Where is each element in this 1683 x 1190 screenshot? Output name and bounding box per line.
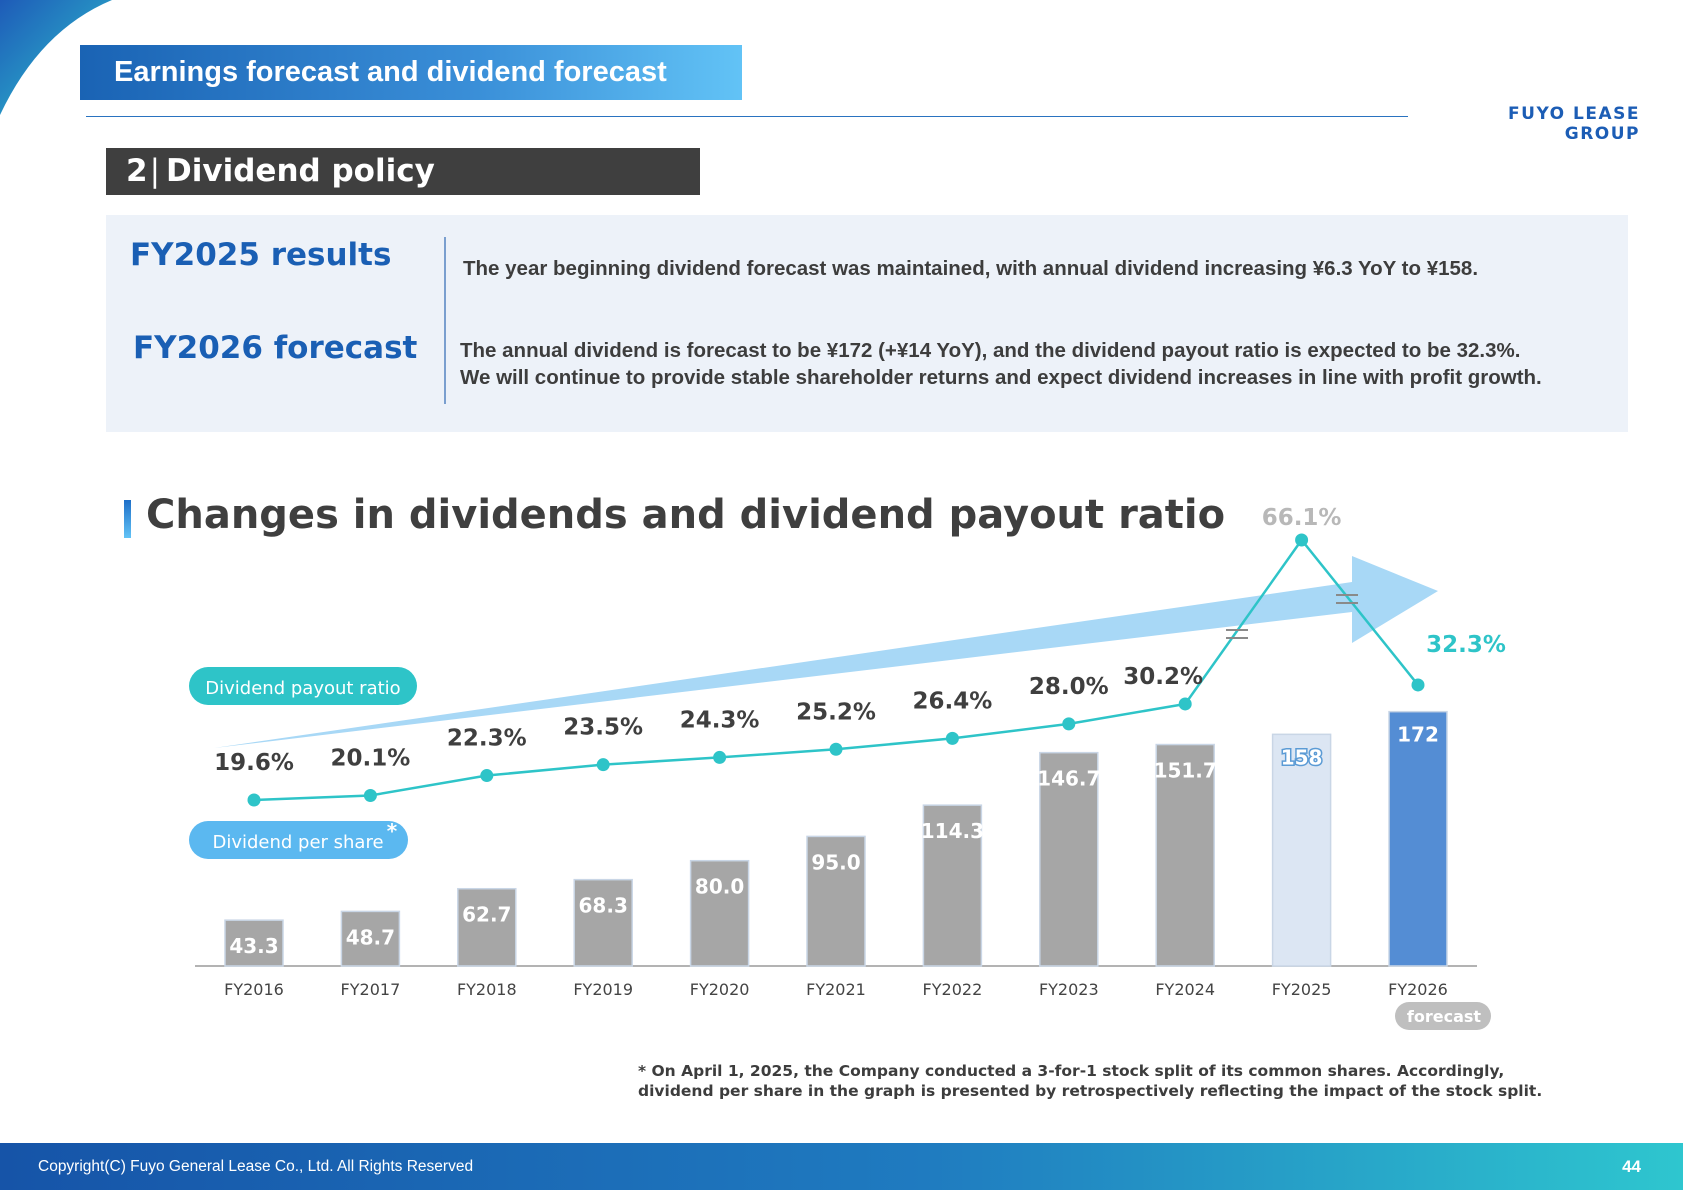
forecast-label: FY2026 forecast	[133, 330, 418, 366]
bar-FY2018	[457, 887, 517, 967]
copyright-text: Copyright(C) Fuyo General Lease Co., Ltd…	[38, 1158, 474, 1175]
footnote: * On April 1, 2025, the Company conducte…	[638, 1061, 1558, 1101]
header-title: Earnings forecast and dividend forecast	[80, 45, 742, 100]
bar-value-label: 114.3	[921, 819, 984, 843]
payout-label: 66.1%	[1262, 505, 1342, 531]
section-separator: |	[149, 153, 161, 189]
legend-payout-label: Dividend payout ratio	[205, 678, 400, 699]
bar-value-label: 62.7	[462, 903, 511, 927]
forecast-tag	[1395, 1002, 1491, 1030]
bar-value-label: 95.0	[811, 850, 860, 874]
dividend-chart: 43.3 FY2016 48.7 FY2017 62.7 FY2018 68.3 FY2019…	[189, 505, 1506, 1030]
x-tick-label: FY2016	[224, 980, 284, 999]
x-tick-label: FY2024	[1155, 980, 1215, 999]
bar-FY2017	[340, 910, 401, 967]
results-text: The year beginning dividend forecast was…	[463, 257, 1479, 280]
payout-point-FY2021	[829, 742, 843, 756]
bar-value-label: 68.3	[579, 894, 628, 918]
payout-point-FY2017	[363, 788, 377, 802]
header-rule	[86, 116, 1408, 117]
brand-logo: FUYO LEASE GROUP	[1508, 104, 1640, 144]
payout-label: 22.3%	[447, 726, 527, 752]
x-tick-label: FY2023	[1039, 980, 1099, 999]
section-heading: 2| Dividend policy	[106, 148, 700, 195]
bar-FY2023	[1039, 751, 1099, 967]
section-number: 2	[126, 153, 148, 189]
bar-value-label: 158	[1281, 745, 1323, 769]
payout-point-FY2020	[713, 750, 727, 764]
x-tick-label: FY2017	[341, 980, 401, 999]
payout-label: 24.3%	[680, 707, 760, 733]
bar-value-label: 172	[1397, 723, 1439, 747]
payout-point-FY2025	[1295, 533, 1309, 547]
bar-value-label: 151.7	[1154, 759, 1217, 783]
payout-label: 19.6%	[214, 750, 294, 776]
payout-label: 28.0%	[1029, 674, 1109, 700]
legend-dps-badge	[189, 821, 408, 859]
bar-FY2024	[1155, 743, 1215, 967]
bar-value-label: 48.7	[346, 925, 395, 949]
payout-point-FY2019	[596, 758, 610, 772]
chart-title-marker	[124, 500, 131, 538]
payout-point-FY2022	[945, 731, 959, 745]
bar-FY2025	[1271, 733, 1332, 967]
payout-point-FY2016	[247, 793, 261, 807]
x-tick-label: FY2019	[573, 980, 633, 999]
x-tick-label: FY2021	[806, 980, 866, 999]
x-tick-label: FY2018	[457, 980, 517, 999]
payout-label: 26.4%	[913, 688, 993, 714]
legend-payout-badge	[189, 667, 417, 705]
bar-FY2022	[922, 804, 983, 967]
bar-FY2019	[573, 878, 633, 967]
bar-FY2016	[224, 919, 284, 967]
section-title: Dividend policy	[166, 153, 435, 189]
forecast-text-line2: We will continue to provide stable share…	[460, 366, 1542, 389]
forecast-text-line1: The annual dividend is forecast to be ¥1…	[460, 339, 1521, 362]
x-tick-label: FY2026	[1388, 980, 1448, 999]
legend-dps-asterisk: *	[387, 819, 398, 843]
payout-label: 25.2%	[796, 699, 876, 725]
payout-label: 23.5%	[563, 715, 643, 741]
bar-value-label: 146.7	[1037, 767, 1100, 791]
payout-label: 20.1%	[331, 745, 411, 771]
corner-decoration	[0, 0, 112, 115]
x-tick-label: FY2025	[1272, 980, 1332, 999]
bar-value-label: 43.3	[229, 934, 278, 958]
payout-point-FY2024	[1178, 697, 1192, 711]
forecast-tag-label: forecast	[1407, 1007, 1482, 1026]
payout-point-FY2026	[1411, 678, 1425, 692]
bar-FY2020	[689, 859, 750, 967]
results-label: FY2025 results	[130, 237, 392, 273]
footer-bar: Copyright(C) Fuyo General Lease Co., Ltd…	[0, 1143, 1683, 1190]
payout-label: 32.3%	[1426, 632, 1506, 658]
x-tick-label: FY2020	[690, 980, 750, 999]
chart-title: Changes in dividends and dividend payout…	[146, 492, 1226, 538]
bar-FY2021	[806, 835, 866, 967]
page-number: 44	[1622, 1157, 1641, 1176]
footnote-line2: dividend per share in the graph is prese…	[638, 1082, 1543, 1100]
axis-break-marker	[1336, 594, 1358, 604]
bar-FY2026	[1388, 710, 1448, 967]
legend-dps-label: Dividend per share	[212, 832, 383, 853]
x-tick-label: FY2022	[923, 980, 983, 999]
summary-divider	[444, 237, 446, 404]
payout-label: 30.2%	[1123, 664, 1203, 690]
payout-point-FY2018	[480, 769, 494, 783]
bar-value-label: 80.0	[695, 875, 744, 899]
payout-point-FY2023	[1062, 717, 1076, 731]
summary-panel: FY2025 results The year beginning divide…	[106, 215, 1628, 432]
axis-break-marker	[1226, 629, 1248, 639]
footnote-line1: * On April 1, 2025, the Company conducte…	[638, 1062, 1505, 1080]
